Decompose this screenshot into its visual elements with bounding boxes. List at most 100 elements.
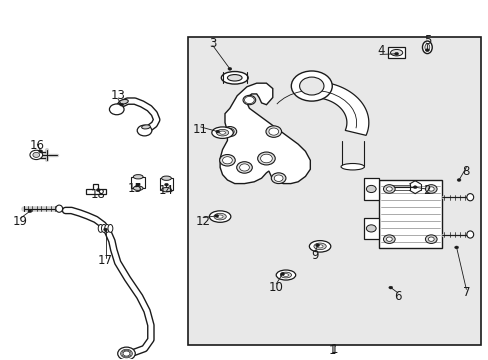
Circle shape	[280, 273, 284, 275]
Circle shape	[260, 154, 272, 163]
Ellipse shape	[466, 231, 473, 238]
Circle shape	[28, 210, 32, 213]
Ellipse shape	[283, 274, 288, 276]
Ellipse shape	[276, 270, 295, 280]
Ellipse shape	[104, 225, 109, 232]
Circle shape	[386, 237, 391, 241]
Text: 12: 12	[195, 215, 210, 228]
Ellipse shape	[424, 44, 429, 51]
Text: 7: 7	[462, 287, 469, 300]
Circle shape	[257, 152, 275, 165]
Ellipse shape	[227, 75, 242, 81]
Circle shape	[236, 162, 252, 173]
Circle shape	[265, 126, 281, 137]
Ellipse shape	[209, 211, 230, 222]
Ellipse shape	[422, 41, 431, 54]
Circle shape	[386, 187, 391, 191]
Circle shape	[299, 77, 324, 95]
Circle shape	[454, 246, 458, 249]
Ellipse shape	[211, 127, 233, 138]
Ellipse shape	[98, 225, 103, 232]
Text: 1: 1	[328, 344, 335, 357]
Ellipse shape	[313, 243, 325, 249]
Circle shape	[427, 237, 433, 241]
Circle shape	[223, 127, 236, 136]
Circle shape	[118, 347, 135, 360]
Circle shape	[109, 104, 124, 115]
Circle shape	[227, 67, 231, 70]
Text: 13: 13	[110, 89, 125, 102]
Circle shape	[271, 173, 285, 184]
Text: 10: 10	[268, 281, 283, 294]
Ellipse shape	[101, 225, 106, 232]
Text: 5: 5	[423, 33, 430, 47]
Circle shape	[215, 130, 219, 133]
Circle shape	[427, 187, 433, 191]
Ellipse shape	[108, 225, 113, 232]
Text: 6: 6	[393, 290, 401, 303]
Ellipse shape	[340, 163, 364, 170]
Text: 18: 18	[91, 188, 105, 201]
Text: 11: 11	[193, 123, 208, 136]
Ellipse shape	[216, 129, 228, 136]
Circle shape	[394, 52, 398, 55]
Circle shape	[425, 235, 436, 243]
Circle shape	[33, 152, 40, 157]
Polygon shape	[86, 184, 105, 194]
Ellipse shape	[133, 175, 143, 179]
Polygon shape	[304, 81, 368, 135]
Ellipse shape	[119, 99, 128, 104]
Circle shape	[274, 175, 283, 181]
Circle shape	[214, 215, 218, 217]
Text: 15: 15	[127, 183, 142, 195]
Text: 2: 2	[423, 184, 430, 197]
Circle shape	[137, 125, 152, 136]
Circle shape	[268, 128, 278, 135]
Circle shape	[315, 244, 319, 247]
Circle shape	[383, 235, 394, 243]
Text: 9: 9	[311, 249, 318, 262]
Ellipse shape	[161, 188, 171, 192]
Circle shape	[30, 150, 42, 159]
Polygon shape	[378, 180, 441, 248]
Circle shape	[120, 103, 123, 106]
Ellipse shape	[390, 49, 402, 56]
Circle shape	[239, 164, 249, 171]
Text: 19: 19	[13, 215, 28, 228]
Polygon shape	[363, 178, 378, 200]
Polygon shape	[159, 178, 173, 190]
Ellipse shape	[133, 186, 143, 190]
Text: 8: 8	[462, 165, 469, 177]
Polygon shape	[220, 83, 310, 184]
Ellipse shape	[142, 125, 150, 129]
Circle shape	[366, 185, 375, 193]
Circle shape	[412, 186, 416, 189]
Text: 4: 4	[377, 44, 384, 57]
Text: 16: 16	[30, 139, 45, 152]
Text: 1: 1	[330, 343, 338, 356]
Polygon shape	[131, 177, 145, 188]
Bar	[188, 37, 480, 345]
Ellipse shape	[56, 205, 62, 212]
Polygon shape	[363, 218, 378, 239]
Ellipse shape	[161, 176, 171, 180]
Circle shape	[136, 183, 140, 186]
Circle shape	[219, 154, 235, 166]
Circle shape	[225, 129, 234, 135]
Text: 17: 17	[98, 254, 113, 267]
Text: 3: 3	[209, 37, 216, 50]
Ellipse shape	[317, 245, 323, 248]
Ellipse shape	[221, 72, 247, 84]
Ellipse shape	[466, 194, 473, 201]
Ellipse shape	[309, 240, 330, 252]
Circle shape	[383, 185, 394, 193]
Circle shape	[425, 185, 436, 193]
Circle shape	[164, 183, 168, 186]
Circle shape	[366, 225, 375, 232]
Circle shape	[39, 150, 42, 153]
Text: 14: 14	[159, 184, 174, 197]
Ellipse shape	[219, 131, 225, 134]
Circle shape	[243, 95, 255, 105]
Circle shape	[456, 179, 460, 181]
Circle shape	[291, 71, 331, 101]
